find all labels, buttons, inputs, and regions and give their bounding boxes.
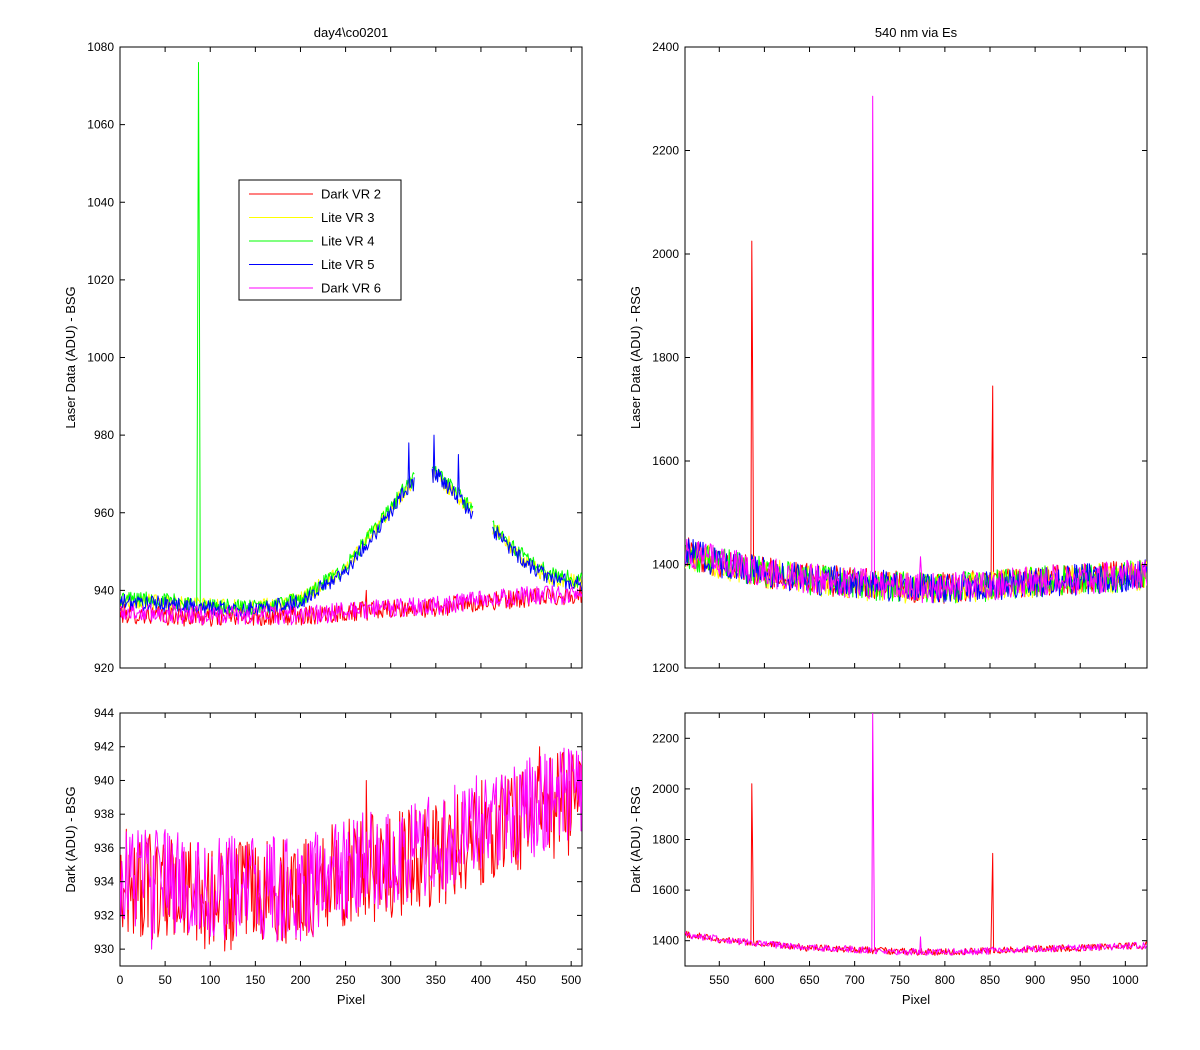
x-tick-label: 100 — [200, 973, 220, 987]
series-line-dark-vr-6 — [685, 713, 1147, 956]
chart-panel-bottom-right: 550 600 650 700 750 800 850 900 950 1000 1400 1600 1… — [628, 712, 1148, 1007]
x-tick-label: 950 — [1070, 973, 1090, 987]
y-tick-label: 1060 — [87, 118, 114, 132]
legend-entry-label: Dark VR 6 — [321, 281, 381, 296]
y-axis-label: Laser Data (ADU) - BSG — [63, 286, 78, 428]
series-line-dark-vr-6 — [685, 95, 1147, 604]
y-tick-label: 1600 — [652, 454, 679, 468]
y-tick-label: 1800 — [652, 833, 679, 847]
series-group — [685, 713, 1147, 956]
y-tick-label: 944 — [94, 706, 114, 720]
legend-entry-label: Lite VR 5 — [321, 257, 374, 272]
x-tick-label: 350 — [426, 973, 446, 987]
y-tick-label: 920 — [94, 661, 114, 675]
x-tick-label: 750 — [890, 973, 910, 987]
y-axis-label: Dark (ADU) - RSG — [628, 786, 643, 893]
x-tick-label: 150 — [245, 973, 265, 987]
y-tick-label: 1000 — [87, 351, 114, 365]
x-tick-label: 700 — [845, 973, 865, 987]
y-tick-label: 1400 — [652, 558, 679, 572]
chart-panel-top-left: 920 940 960 980 1000 1020 1040 1060 1080 day4\co0… — [63, 25, 583, 675]
x-tick-label: 450 — [516, 973, 536, 987]
y-tick-label: 1600 — [652, 883, 679, 897]
legend: Dark VR 2 Lite VR 3 Lite VR 4 Lite VR 5 Dark… — [238, 179, 402, 301]
x-tick-label: 550 — [709, 973, 729, 987]
y-axis-label: Laser Data (ADU) - RSG — [628, 286, 643, 429]
legend-entry-label: Dark VR 2 — [321, 187, 381, 202]
series-group — [685, 95, 1147, 604]
y-tick-label: 934 — [94, 875, 114, 889]
y-tick-label: 2400 — [652, 40, 679, 54]
y-tick-label: 980 — [94, 428, 114, 442]
x-tick-label: 900 — [1025, 973, 1045, 987]
y-tick-label: 938 — [94, 807, 114, 821]
y-tick-label: 1040 — [87, 195, 114, 209]
series-line-dark-vr-6 — [120, 585, 582, 626]
x-tick-label: 250 — [336, 973, 356, 987]
chart-panel-top-right: 1200 1400 1600 1800 2000 2200 2400 540 nm via E… — [628, 25, 1148, 675]
y-tick-label: 936 — [94, 841, 114, 855]
y-tick-label: 932 — [94, 908, 114, 922]
legend-box — [238, 179, 402, 301]
x-tick-label: 400 — [471, 973, 491, 987]
x-tick-label: 0 — [117, 973, 124, 987]
x-tick-label: 300 — [381, 973, 401, 987]
y-tick-label: 960 — [94, 506, 114, 520]
chart-title: day4\co0201 — [314, 25, 388, 40]
y-tick-label: 2200 — [652, 731, 679, 745]
chart-panel-bottom-left: 0 50 100 150 200 250 300 350 400 450 500 930 932 934 9… — [63, 706, 583, 1007]
chart-title: 540 nm via Es — [875, 25, 958, 40]
x-tick-label: 1000 — [1112, 973, 1139, 987]
x-tick-label: 850 — [980, 973, 1000, 987]
plot-area — [119, 46, 583, 669]
x-axis-label: Pixel — [902, 992, 930, 1007]
x-tick-label: 200 — [290, 973, 310, 987]
x-tick-label: 650 — [800, 973, 820, 987]
x-tick-label: 50 — [158, 973, 172, 987]
x-tick-label: 800 — [935, 973, 955, 987]
y-axis-label: Dark (ADU) - BSG — [63, 786, 78, 892]
y-tick-label: 942 — [94, 740, 114, 754]
series-line-lite-vr-5 — [120, 434, 582, 617]
x-tick-label: 500 — [561, 973, 581, 987]
series-group — [120, 62, 582, 627]
x-axis-label: Pixel — [337, 992, 365, 1007]
series-line-dark-vr-6 — [120, 747, 582, 950]
y-tick-label: 940 — [94, 773, 114, 787]
y-tick-label: 2000 — [652, 247, 679, 261]
plot-area — [684, 712, 1148, 967]
y-tick-label: 1020 — [87, 273, 114, 287]
series-line-dark-vr-2 — [685, 783, 1147, 956]
y-tick-label: 2000 — [652, 782, 679, 796]
legend-entry-label: Lite VR 4 — [321, 234, 374, 249]
y-tick-label: 1400 — [652, 934, 679, 948]
legend-entry-label: Lite VR 3 — [321, 210, 374, 225]
x-tick-label: 600 — [754, 973, 774, 987]
y-tick-label: 1080 — [87, 40, 114, 54]
y-tick-label: 1200 — [652, 661, 679, 675]
y-tick-label: 940 — [94, 583, 114, 597]
series-group — [120, 746, 582, 952]
y-tick-label: 1800 — [652, 351, 679, 365]
y-tick-label: 2200 — [652, 144, 679, 158]
y-tick-label: 930 — [94, 942, 114, 956]
